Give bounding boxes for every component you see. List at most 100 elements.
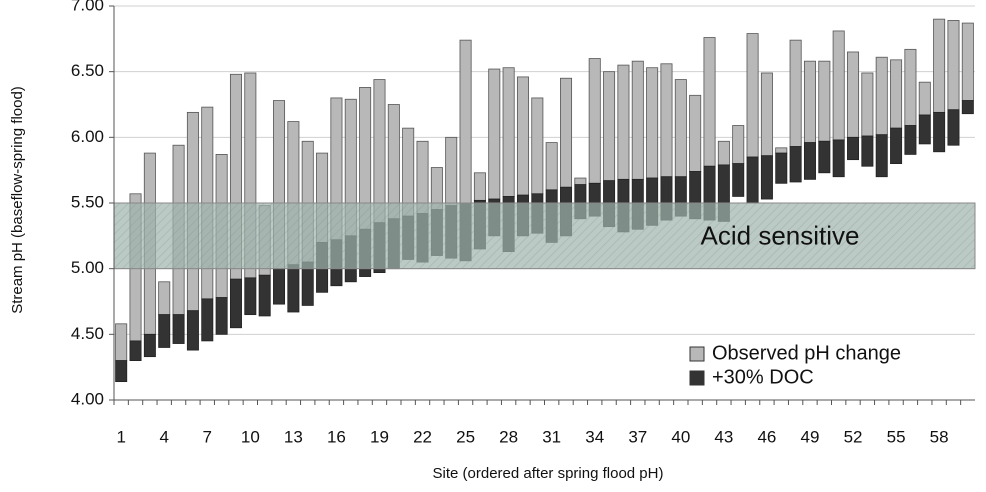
- x-tick-label: 19: [370, 427, 389, 446]
- y-axis-label: Stream pH (baseflow-spring flood): [9, 86, 26, 314]
- doc-bar: [273, 268, 286, 305]
- observed-bar: [560, 77, 573, 188]
- x-tick-label: 46: [757, 427, 776, 446]
- doc-bar: [215, 297, 228, 335]
- x-tick-label: 37: [628, 427, 647, 446]
- x-tick-label: 1: [116, 427, 125, 446]
- doc-bar: [258, 274, 271, 317]
- x-tick-label: 31: [542, 427, 561, 446]
- observed-bar: [373, 79, 386, 224]
- observed-bar: [631, 60, 644, 180]
- doc-bar: [904, 125, 917, 155]
- legend-swatch: [689, 370, 705, 386]
- observed-bar: [832, 30, 845, 141]
- x-tick-label: 13: [284, 427, 303, 446]
- doc-bar: [172, 314, 185, 344]
- observed-bar: [574, 177, 587, 186]
- doc-bar: [875, 134, 888, 178]
- observed-bar: [875, 56, 888, 136]
- observed-bar: [760, 72, 773, 157]
- observed-bar: [717, 140, 730, 166]
- observed-bar: [789, 39, 802, 147]
- x-tick-label: 40: [671, 427, 690, 446]
- doc-bar: [229, 278, 242, 329]
- observed-bar: [803, 60, 816, 143]
- observed-bar: [660, 63, 673, 178]
- x-tick-label: 58: [930, 427, 949, 446]
- observed-bar: [775, 147, 788, 154]
- doc-bar: [918, 114, 931, 145]
- doc-bar: [158, 314, 171, 348]
- observed-bar: [933, 18, 946, 113]
- doc-bar: [832, 139, 845, 178]
- observed-bar: [904, 48, 917, 126]
- observed-bar: [947, 20, 960, 111]
- legend-swatch: [689, 346, 705, 362]
- observed-bar: [689, 94, 702, 172]
- doc-bar: [143, 333, 156, 358]
- x-tick-label: 34: [585, 427, 604, 446]
- observed-bar: [488, 68, 501, 200]
- doc-bar: [287, 264, 300, 313]
- x-tick-label: 49: [801, 427, 820, 446]
- legend-label: +30% DOC: [712, 366, 814, 388]
- doc-bar: [775, 152, 788, 184]
- observed-bar: [861, 72, 874, 137]
- x-tick-label: 10: [241, 427, 260, 446]
- observed-bar: [818, 60, 831, 142]
- observed-bar: [847, 51, 860, 138]
- doc-bar: [847, 136, 860, 161]
- y-tick-label: 6.00: [71, 127, 104, 146]
- x-tick-label: 7: [203, 427, 212, 446]
- doc-bar: [947, 109, 960, 146]
- x-tick-label: 4: [159, 427, 168, 446]
- doc-bar: [803, 142, 816, 180]
- y-tick-label: 4.50: [71, 324, 104, 343]
- x-axis-label: Site (ordered after spring flood pH): [433, 465, 664, 482]
- observed-bar: [387, 104, 400, 220]
- observed-bar: [918, 81, 931, 116]
- doc-bar: [201, 298, 214, 342]
- x-tick-label: 52: [844, 427, 863, 446]
- doc-bar: [186, 310, 199, 351]
- doc-bar: [115, 360, 128, 383]
- observed-bar: [459, 39, 472, 204]
- doc-bar: [933, 111, 946, 153]
- y-tick-label: 4.00: [71, 389, 104, 408]
- doc-bar: [890, 127, 903, 164]
- doc-bar: [861, 135, 874, 167]
- x-tick-label: 22: [413, 427, 432, 446]
- observed-bar: [961, 22, 974, 101]
- band-label: Acid sensitive: [701, 221, 860, 251]
- doc-bar: [244, 277, 257, 316]
- observed-bar: [732, 125, 745, 165]
- y-tick-label: 5.00: [71, 258, 104, 277]
- observed-bar: [617, 64, 630, 180]
- y-tick-label: 5.50: [71, 192, 104, 211]
- observed-bar: [703, 37, 716, 167]
- acid-band-hatch: [114, 203, 975, 269]
- x-tick-label: 43: [714, 427, 733, 446]
- doc-bar: [961, 100, 974, 115]
- observed-bar: [603, 71, 616, 182]
- x-tick-label: 25: [456, 427, 475, 446]
- y-tick-label: 7.00: [71, 0, 104, 14]
- observed-bar: [502, 67, 515, 197]
- x-tick-label: 16: [327, 427, 346, 446]
- observed-bar: [473, 172, 486, 201]
- observed-bar: [445, 136, 458, 207]
- observed-bar: [158, 281, 171, 316]
- doc-bar: [760, 155, 773, 200]
- observed-bar: [115, 323, 128, 361]
- y-tick-label: 6.50: [71, 61, 104, 80]
- legend-label: Observed pH change: [712, 342, 901, 364]
- observed-bar: [588, 58, 601, 184]
- observed-bar: [646, 67, 659, 179]
- doc-bar: [129, 340, 142, 361]
- observed-bar: [746, 33, 759, 158]
- x-tick-label: 55: [887, 427, 906, 446]
- observed-bar: [674, 79, 687, 178]
- doc-bar: [818, 140, 831, 174]
- x-tick-label: 28: [499, 427, 518, 446]
